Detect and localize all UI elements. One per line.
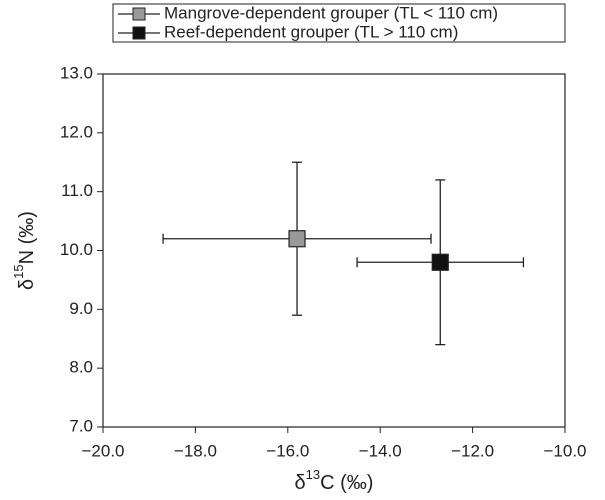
legend-marker [132, 7, 146, 21]
legend-marker [132, 26, 146, 40]
y-tick-label: 11.0 [61, 181, 93, 200]
y-axis-title-rest: N (‰) [16, 211, 38, 264]
y-axis-title-symbol: δ [16, 279, 38, 290]
legend-box [112, 3, 566, 43]
y-tick-label: 7.0 [69, 416, 93, 435]
legend-label: Mangrove-dependent grouper (TL < 110 cm) [164, 3, 498, 22]
x-tick-label: −18.0 [174, 441, 217, 460]
point [288, 230, 306, 248]
point [431, 253, 449, 271]
x-axis-title-symbol: δ [295, 472, 306, 494]
x-tick-label: −10.0 [543, 441, 586, 460]
x-tick-label: −14.0 [359, 441, 402, 460]
y-tick-label: 8.0 [69, 358, 93, 377]
y-tick-label: 12.0 [60, 122, 93, 141]
x-tick-label: −16.0 [266, 441, 309, 460]
legend-label: Reef-dependent grouper (TL > 110 cm) [164, 22, 458, 41]
y-tick-label: 9.0 [69, 299, 93, 318]
x-axis-title: δ13C (‰) [295, 467, 374, 494]
x-axis-title-rest: C (‰) [320, 472, 373, 494]
y-tick-label: 13.0 [60, 63, 93, 82]
x-axis-title-sup: 13 [306, 467, 320, 482]
x-tick-label: −20.0 [81, 441, 124, 460]
plot-area [102, 73, 566, 428]
y-axis-title: δ15N (‰) [11, 211, 38, 290]
y-tick-label: 10.0 [60, 240, 93, 259]
x-tick-label: −12.0 [451, 441, 494, 460]
y-axis-title-sup: 15 [11, 264, 26, 278]
